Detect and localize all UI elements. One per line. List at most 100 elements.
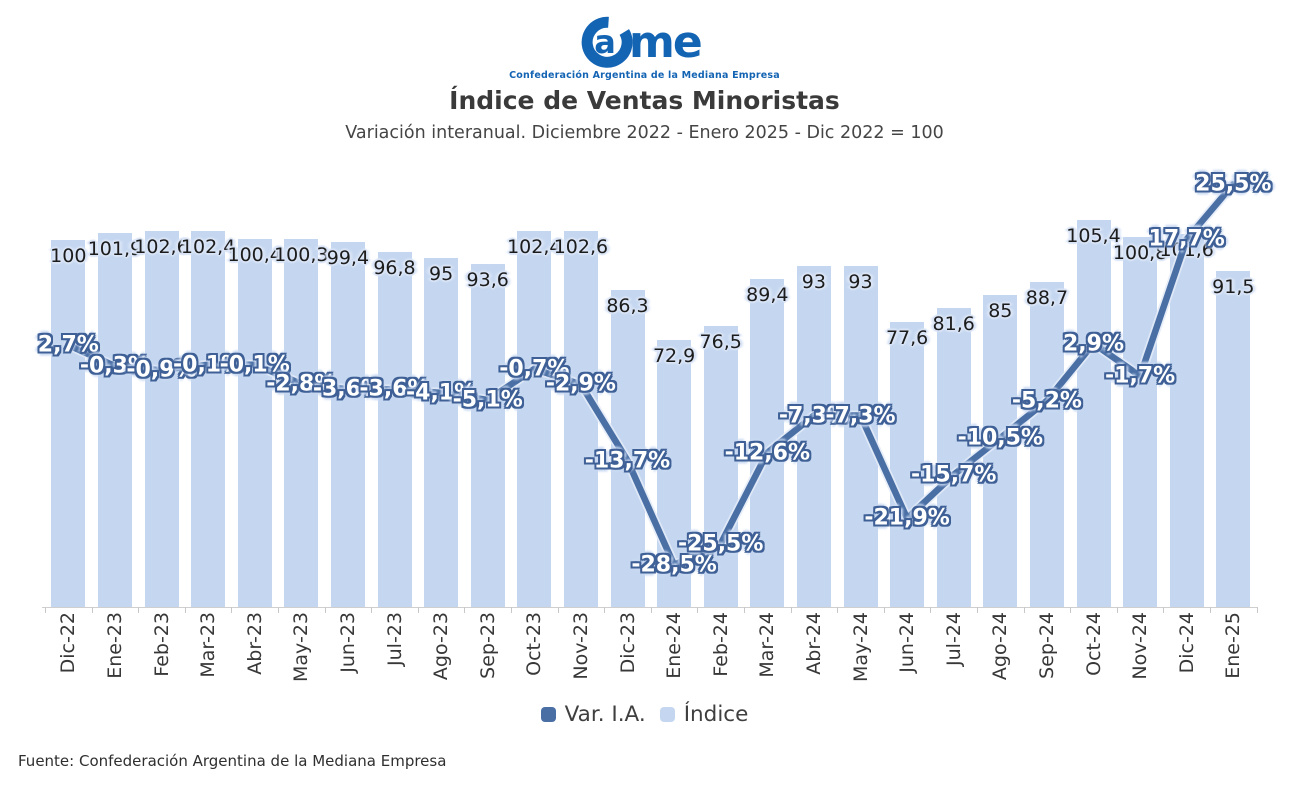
line-value-label: 25,5% [1195,171,1272,197]
legend-swatch-var-ia [540,707,556,722]
line-value-label: -5,2% [1011,388,1082,414]
bar [983,295,1018,607]
line-value-label: -12,6% [724,440,811,466]
bar [424,258,459,607]
axis-tick [371,607,373,613]
bar-value-label: 99,4 [326,247,370,270]
axis-tick [1256,607,1258,613]
axis-tick [464,607,466,613]
bar-value-label: 91,5 [1212,276,1255,299]
line-value-label: -25,5% [677,531,764,557]
source-note: Fuente: Confederación Argentina de la Me… [18,752,447,770]
bar-value-label: 77,6 [885,327,929,350]
x-axis-label: Mar-24 [756,612,779,678]
x-axis-label: Ene-25 [1222,612,1245,679]
x-axis-label: Mar-23 [197,612,220,678]
x-axis-label: Dic-22 [57,612,80,674]
x-axis-label: Jul-23 [383,612,406,666]
bar [936,307,971,607]
axis-tick [1163,607,1165,613]
bar [563,230,598,607]
line-value-label: -13,7% [584,448,671,474]
line-value-label: -3,6% [312,376,383,402]
axis-tick [977,607,978,613]
line-value-label: -4,1% [406,380,477,406]
came-logo-letter-a: a [594,23,616,61]
bar-value-label: 95 [429,263,454,286]
x-axis-label: Ene-24 [663,612,686,679]
bar [1216,271,1251,607]
bar-value-label: 93 [848,270,873,293]
came-logo-subtitle: Confederación Argentina de la Mediana Em… [509,70,780,81]
axis-tick [837,607,839,613]
bar-value-label: 85 [988,300,1013,323]
axis-tick [930,607,932,613]
line-value-label: -3,6% [359,376,430,402]
x-axis-line [42,607,1258,608]
x-axis-label: May-24 [849,612,872,682]
line-value-label: 2,9% [1062,331,1125,357]
line-value-label: -0,1% [219,352,290,378]
x-axis-label: Ago-24 [989,612,1012,681]
axis-tick [91,607,93,613]
bar [144,230,179,607]
bar [796,265,831,607]
bar-value-label: 76,5 [699,331,742,354]
page-subtitle: Variación interanual. Diciembre 2022 - E… [345,123,944,143]
line-value-label: -28,5% [631,552,717,578]
bar-value-label: 96,8 [373,256,416,279]
bar [1076,220,1111,607]
axis-tick [511,607,512,613]
bar-value-label: 100 [50,245,87,267]
came-logo: a me Confederación Argentina de la Media… [0,12,1289,81]
x-axis-label: Sep-24 [1035,612,1058,679]
line-value-label: -0,3% [79,353,150,379]
axis-tick [1116,607,1118,613]
bar [284,238,319,607]
x-axis-label: Ago-23 [430,612,453,681]
x-axis-label: Ene-23 [103,612,126,679]
bar-value-label: 93,6 [466,268,509,291]
line-value-label: -10,5% [957,425,1044,451]
axis-tick [1070,607,1072,613]
line-value-label: 17,7% [1148,226,1225,252]
axis-tick [557,607,559,613]
line-value-label: -21,9% [864,505,950,531]
line-value-label: -0,1% [173,352,244,378]
x-axis-label: May-23 [290,612,313,682]
x-axis-label: Oct-24 [1082,612,1105,676]
axis-tick [1210,607,1211,613]
x-axis-label: Jul-24 [942,612,965,666]
bar [97,233,132,607]
axis-tick [1023,607,1025,613]
axis-tick [278,607,279,613]
x-axis-label: Dic-23 [616,612,639,674]
axis-tick [744,607,745,613]
axis-tick [883,607,885,613]
line-value-label: -2,9% [545,371,616,397]
x-axis-label: Oct-23 [523,612,546,676]
bar [51,240,86,607]
line-value-label: -15,7% [910,462,997,488]
bar-value-label: 81,6 [932,312,975,335]
bar [1123,237,1158,607]
page-title: Índice de Ventas Minoristas [449,86,840,115]
came-logo-mark: a me [581,16,702,68]
line-value-label: -1,7% [1105,363,1176,389]
bar [377,251,412,607]
x-axis-label: Jun-24 [896,612,919,673]
bar-value-label: 100,3 [274,243,329,266]
axis-tick [790,607,792,613]
line-value-label: -0,7% [499,356,570,382]
legend-item-indice: Índice [659,702,748,727]
legend-label-var-ia: Var. I.A. [564,702,646,727]
axis-tick [604,607,606,613]
bar-value-label: 72,9 [652,344,696,367]
bar-value-label: 86,3 [606,295,649,318]
line-value-label: 2,7% [37,332,99,358]
axis-tick [231,607,233,613]
bar [237,238,272,607]
bar [517,231,552,607]
came-logo-c-ring [581,16,633,68]
